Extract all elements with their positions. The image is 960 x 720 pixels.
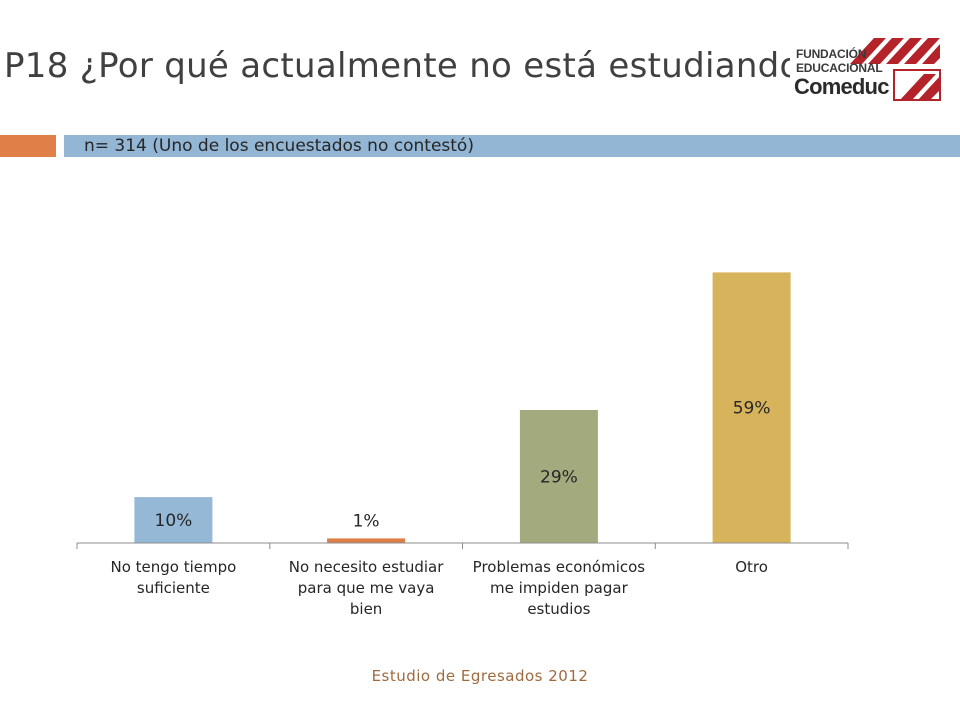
bar-2 xyxy=(327,538,406,543)
data-label-1: 10% xyxy=(155,511,193,531)
category-label-3: Problemas económicos me impiden pagar estu… xyxy=(473,558,646,618)
data-label-4: 59% xyxy=(733,399,771,419)
data-label-3: 29% xyxy=(540,468,578,488)
footer-text: Estudio de Egresados 2012 xyxy=(371,667,589,685)
data-label-2: 1% xyxy=(353,511,380,531)
sample-size-note: n= 314 (Uno de los encuestados no contes… xyxy=(84,136,474,156)
bar-4 xyxy=(712,272,791,543)
logo-stripes-icon xyxy=(850,38,941,101)
accent-bar-blue xyxy=(64,135,960,157)
comeduc-logo: FUNDACIÓN EDUCACIONAL Comeduc xyxy=(790,34,944,104)
category-label-2: No necesito estudiar para que me vaya bien xyxy=(289,558,444,618)
category-label-1: No tengo tiempo suficiente xyxy=(110,558,236,597)
bar-3 xyxy=(519,410,598,543)
bar-1 xyxy=(134,497,213,543)
logo-line3: Comeduc xyxy=(794,74,889,99)
accent-bar-orange xyxy=(0,135,56,157)
page-title: P18 ¿Por qué actualmente no está estudia… xyxy=(4,46,820,86)
category-label-4: Otro xyxy=(735,558,768,576)
logo-line1: FUNDACIÓN xyxy=(796,47,867,61)
logo-line2: EDUCACIONAL xyxy=(796,61,883,75)
